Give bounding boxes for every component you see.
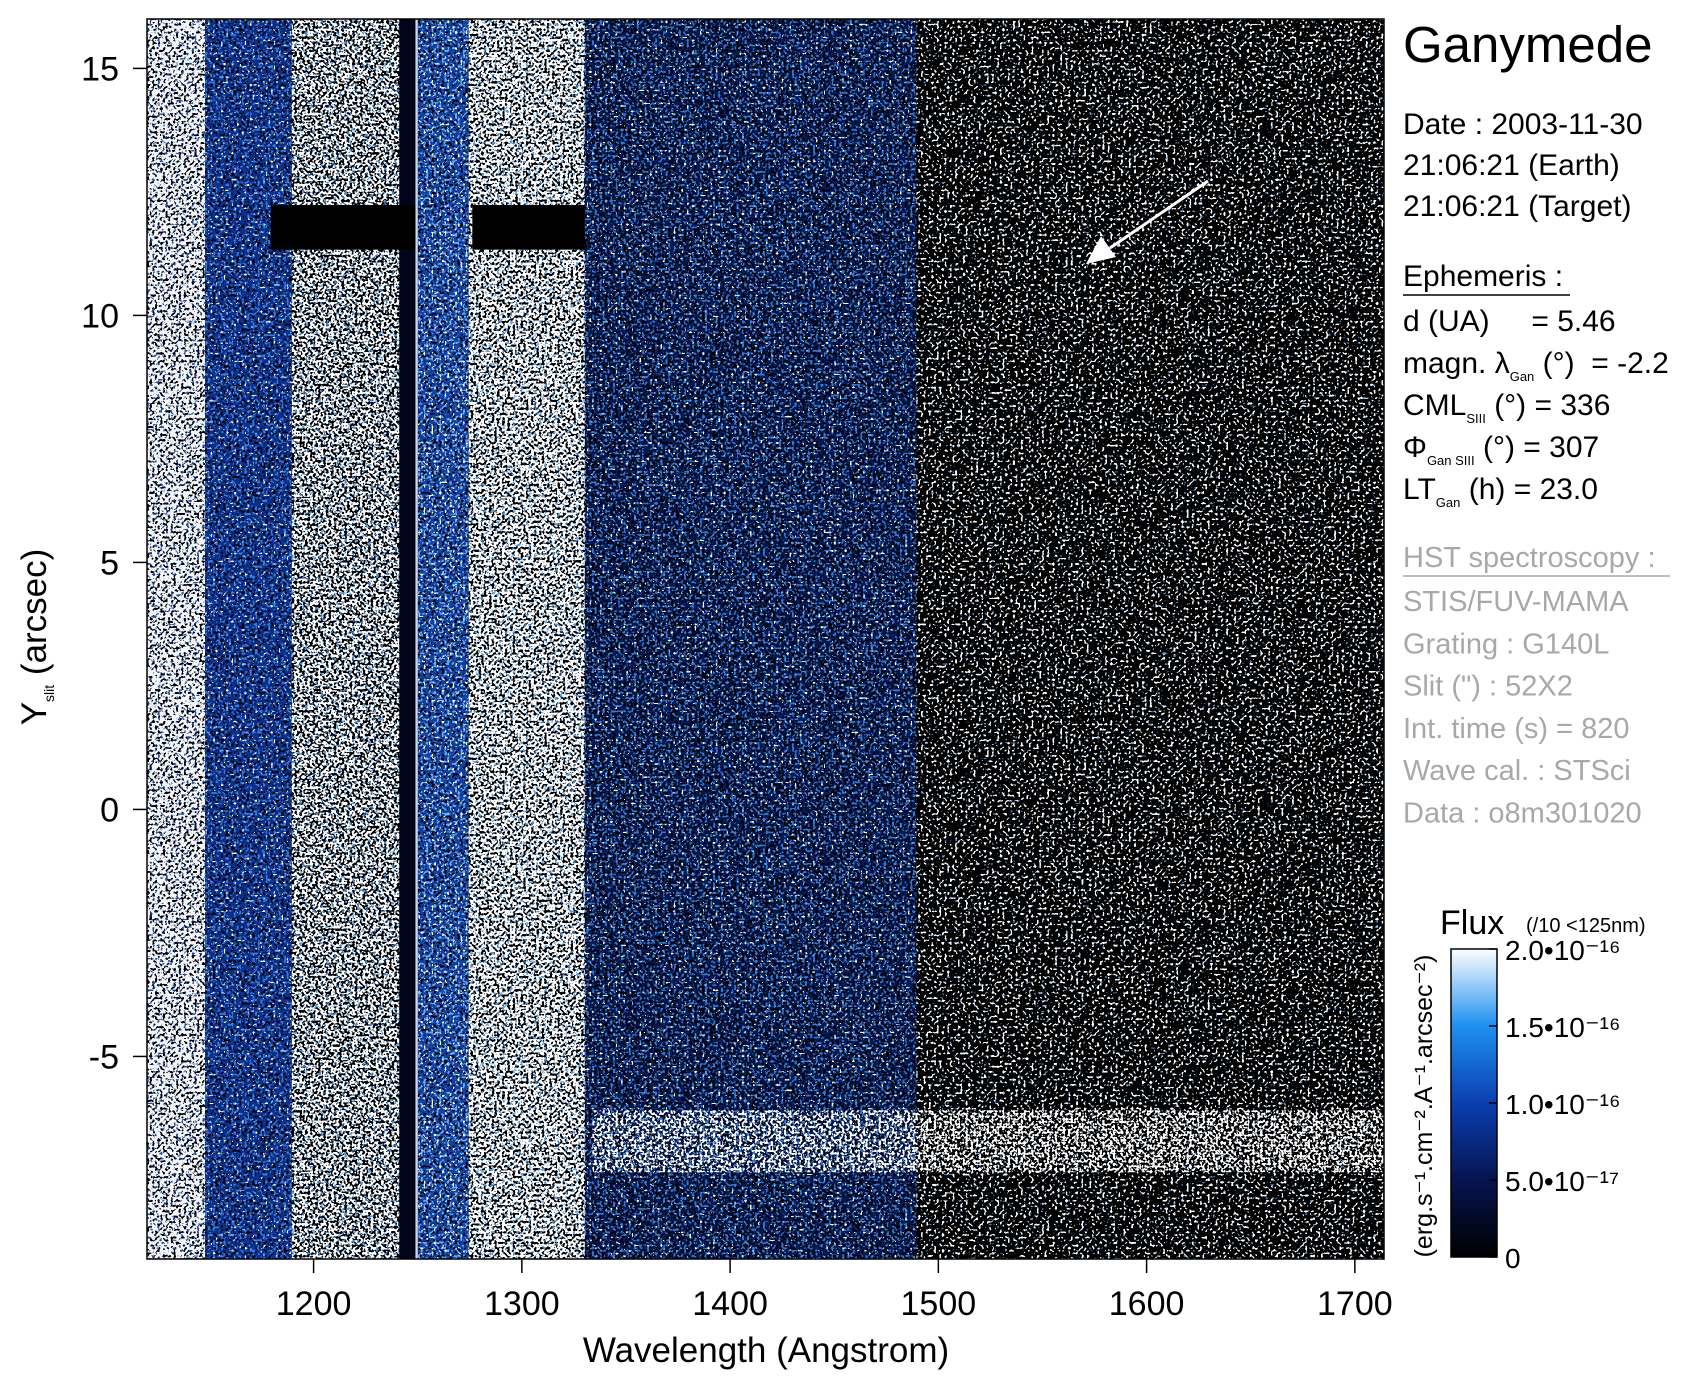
colorbar-tick-label: 0 — [1505, 1243, 1521, 1274]
text-part: (h) = 23.0 — [1460, 473, 1598, 506]
date-line: Date : 2003-11-30 — [1403, 108, 1643, 141]
colorbar-label: (erg.s⁻¹.cm⁻².A⁻¹.arcsec⁻²) — [1410, 955, 1438, 1258]
x-axis-label: Wavelength (Angstrom) — [583, 1331, 949, 1370]
texture-band — [472, 205, 585, 250]
y-tick-label: -5 — [89, 1038, 119, 1076]
text-part: (°) = 336 — [1486, 389, 1611, 422]
text-part: (°) = 307 — [1475, 431, 1600, 464]
texture-speckle — [417, 19, 469, 1259]
instrument-line: Data : o8m301020 — [1403, 798, 1642, 830]
y-label-main: Y — [15, 702, 54, 725]
text-part: Φ — [1403, 431, 1427, 464]
arrow-head — [1086, 236, 1116, 264]
text-part: (°) = -2.2 — [1534, 347, 1669, 380]
ephemeris-line: d (UA) = 5.46 — [1403, 305, 1616, 338]
arrow — [1109, 179, 1209, 250]
colorbar-tick-label: 5.0•10⁻¹⁷ — [1505, 1166, 1619, 1197]
subscript: Gan — [1510, 369, 1535, 384]
subscript: Gan SIII — [1427, 453, 1475, 468]
subscript: Gan — [1436, 495, 1461, 510]
y-tick-label: 10 — [81, 297, 119, 335]
spectrum-image — [147, 19, 1384, 1259]
colorbar-title: Flux — [1440, 904, 1504, 942]
text-part: d (UA) = 5.46 — [1403, 305, 1616, 338]
date-line: 21:06:21 (Earth) — [1403, 149, 1620, 182]
x-tick-label: 1400 — [692, 1285, 768, 1323]
text-part: LT — [1403, 473, 1436, 506]
instrument-line: STIS/FUV-MAMA — [1403, 586, 1629, 618]
instrument-line: Wave cal. : STSci — [1403, 755, 1631, 787]
y-tick-label: 0 — [100, 791, 119, 829]
texture-band — [270, 205, 416, 250]
texture-speckle — [147, 19, 206, 1259]
texture-speckle — [916, 19, 1384, 1259]
x-tick-label: 1300 — [484, 1285, 560, 1323]
colorbar-tick-label: 2.0•10⁻¹⁶ — [1505, 935, 1621, 966]
instrument-line: Grating : G140L — [1403, 628, 1609, 660]
y-tick-label: 5 — [100, 544, 119, 582]
panel-title: Ganymede — [1403, 16, 1652, 73]
instrument-line: Int. time (s) = 820 — [1403, 713, 1629, 745]
plot-frame — [146, 18, 1385, 1260]
x-tick-label: 1500 — [901, 1285, 977, 1323]
x-tick-label: 1200 — [276, 1285, 352, 1323]
colorbar-tick-label: 1.5•10⁻¹⁶ — [1505, 1012, 1621, 1043]
y-tick-label: 15 — [81, 50, 119, 88]
y-axis-label: Yslit (arcsec) — [15, 549, 57, 726]
ephemeris-line: ΦGan SIII (°) = 307 — [1403, 431, 1599, 468]
texture-speckle — [592, 1110, 1384, 1173]
ephemeris-line: magn. λGan (°) = -2.2 — [1403, 347, 1669, 384]
ephemeris-line: LTGan (h) = 23.0 — [1403, 473, 1598, 510]
x-tick-label: 1700 — [1317, 1285, 1393, 1323]
subscript: SIII — [1466, 411, 1486, 426]
y-label-sub: slit — [41, 685, 57, 702]
ephemeris-line: CMLSIII (°) = 336 — [1403, 389, 1610, 426]
y-label-unit: (arcsec) — [15, 549, 54, 685]
date-line: 21:06:21 (Target) — [1403, 190, 1631, 223]
text-part: magn. λ — [1403, 347, 1510, 380]
texture-speckle — [584, 19, 917, 1259]
instrument-line: Slit (") : 52X2 — [1403, 671, 1573, 703]
colorbar-tick-label: 1.0•10⁻¹⁶ — [1505, 1089, 1621, 1120]
texture-band — [415, 19, 418, 1259]
instrument-heading: HST spectroscopy : — [1403, 542, 1656, 574]
colorbar-note: (/10 <125nm) — [1526, 915, 1646, 937]
ephemeris-heading: Ephemeris : — [1403, 260, 1563, 293]
texture-band — [399, 19, 416, 1259]
text-part: CML — [1403, 389, 1466, 422]
x-tick-label: 1600 — [1109, 1285, 1185, 1323]
